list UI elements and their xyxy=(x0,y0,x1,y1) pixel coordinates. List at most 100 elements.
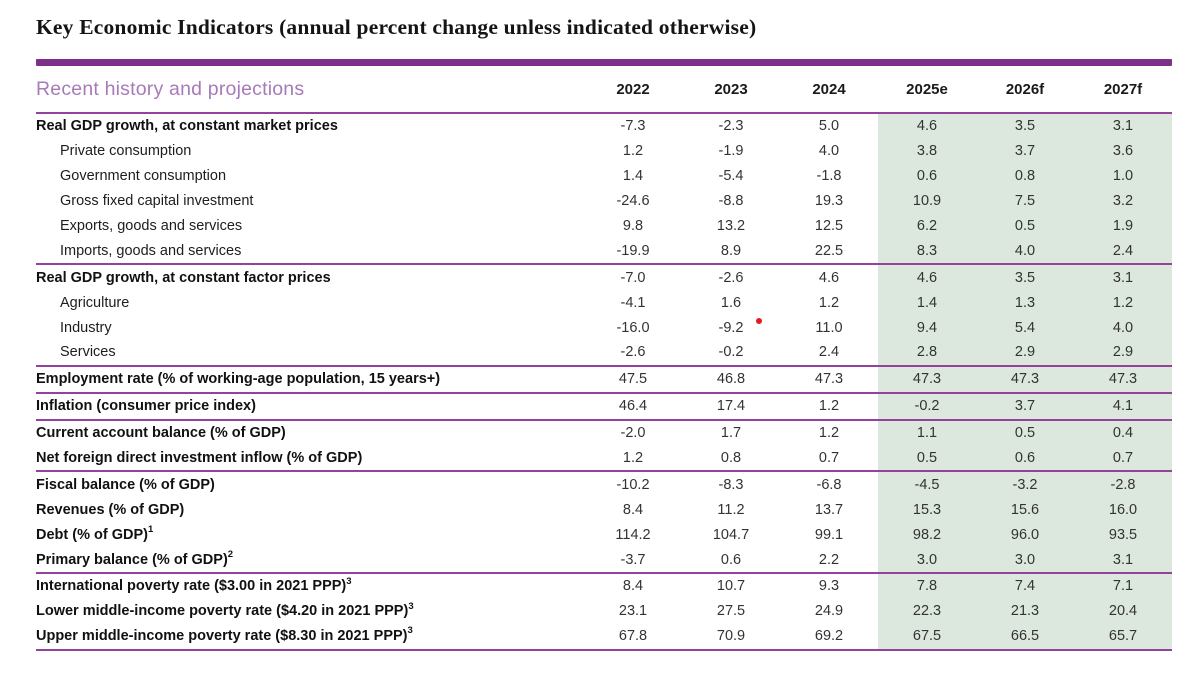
row-value: -19.9 xyxy=(584,238,682,266)
row-value: -8.8 xyxy=(718,193,744,210)
row-label-text: Lower middle-income poverty rate ($4.20 … xyxy=(36,603,409,620)
row-value: 47.3 xyxy=(976,365,1074,394)
row-value: 8.3 xyxy=(878,238,976,266)
row-value: 70.9 xyxy=(682,623,780,651)
row-value: -4.5 xyxy=(878,471,976,498)
row-value: 22.5 xyxy=(780,238,878,266)
indicators-table: Recent history and projections 2022 2023… xyxy=(36,66,1172,651)
row-label-text: Revenues (% of GDP) xyxy=(36,501,185,518)
row-value: 4.0 xyxy=(818,143,840,160)
row-value: 0.7 xyxy=(1074,445,1172,473)
row-value: 9.8 xyxy=(622,218,644,234)
row-value: 15.6 xyxy=(976,497,1074,523)
row-value: 3.2 xyxy=(1074,188,1172,214)
row-value: 46.4 xyxy=(584,392,682,421)
row-value: -3.7 xyxy=(584,547,682,575)
row-value: -10.2 xyxy=(616,476,650,493)
row-value: 93.5 xyxy=(1074,522,1172,548)
row-value: 2.8 xyxy=(878,340,976,367)
row-value: 27.5 xyxy=(716,603,746,620)
row-value: 21.3 xyxy=(976,598,1074,624)
row-value: 1.7 xyxy=(720,425,742,442)
row-value: 19.3 xyxy=(814,193,844,210)
row-label: Fiscal balance (% of GDP) xyxy=(36,471,584,497)
table-row: Net foreign direct investment inflow (% … xyxy=(36,445,1172,473)
row-label-text: Debt (% of GDP) xyxy=(36,526,148,543)
row-value: 0.7 xyxy=(780,445,878,473)
row-value: 4.6 xyxy=(878,113,976,139)
row-value: -7.0 xyxy=(620,269,646,286)
row-label-text: Imports, goods and services xyxy=(60,242,242,259)
table-row: Real GDP growth, at constant factor pric… xyxy=(36,264,1172,291)
row-label-text: International poverty rate ($3.00 in 202… xyxy=(36,578,347,595)
row-label: Government consumption xyxy=(36,164,584,189)
row-label-text: Inflation (consumer price index) xyxy=(36,398,256,415)
row-label: Primary balance (% of GDP)2 xyxy=(36,547,584,575)
column-header-2023: 2023 xyxy=(682,66,780,114)
row-value: 99.1 xyxy=(814,526,844,543)
row-value: 2.9 xyxy=(976,340,1074,367)
table-row: Agriculture -4.1 1.6 1.2 1.4 1.3 1.2 xyxy=(36,290,1172,316)
row-label: Gross fixed capital investment xyxy=(36,189,584,214)
table-row: Employment rate (% of working-age popula… xyxy=(36,365,1172,394)
row-value: 2.4 xyxy=(780,340,878,367)
table-row: Real GDP growth, at constant market pric… xyxy=(36,113,1172,139)
row-value: 7.1 xyxy=(1074,573,1172,599)
table-row: International poverty rate ($3.00 in 202… xyxy=(36,573,1172,599)
row-value: 1.9 xyxy=(1074,213,1172,239)
row-value: 13.7 xyxy=(814,501,844,518)
row-value: 4.6 xyxy=(818,269,840,286)
row-value: 47.3 xyxy=(1074,365,1172,394)
row-label-text: Gross fixed capital investment xyxy=(60,193,254,210)
row-value: 11.2 xyxy=(717,501,745,518)
row-label: Employment rate (% of working-age popula… xyxy=(36,365,584,394)
row-value: 1.4 xyxy=(622,168,644,185)
row-value: 0.8 xyxy=(976,163,1074,189)
row-value: 22.3 xyxy=(878,598,976,624)
row-label-text: Fiscal balance (% of GDP) xyxy=(36,476,215,493)
row-value: 4.0 xyxy=(1074,315,1172,341)
row-value: 1.0 xyxy=(1074,163,1172,189)
row-value: 4.0 xyxy=(976,238,1074,266)
row-value: 6.2 xyxy=(878,213,976,239)
row-label: International poverty rate ($3.00 in 202… xyxy=(36,573,584,599)
row-value: 1.3 xyxy=(976,290,1074,316)
row-value: 3.7 xyxy=(976,392,1074,421)
table-header-row: Recent history and projections 2022 2023… xyxy=(36,66,1172,114)
row-value: -7.3 xyxy=(620,118,646,135)
row-value: 0.6 xyxy=(682,547,780,575)
row-label: Private consumption xyxy=(36,139,584,164)
table-row: Upper middle-income poverty rate ($8.30 … xyxy=(36,623,1172,651)
row-value: -2.6 xyxy=(718,269,744,286)
row-value: 7.8 xyxy=(878,573,976,599)
row-label-text: Services xyxy=(60,344,116,361)
row-value: -3.2 xyxy=(976,471,1074,498)
row-value: -16.0 xyxy=(616,319,650,336)
row-label-text: Net foreign direct investment inflow (% … xyxy=(36,450,363,467)
row-value: 5.4 xyxy=(976,315,1074,341)
row-label: Net foreign direct investment inflow (% … xyxy=(36,445,584,473)
row-value: -2.0 xyxy=(620,425,646,442)
row-label: Revenues (% of GDP) xyxy=(36,497,584,522)
row-value: 0.5 xyxy=(976,213,1074,239)
row-label-text: Private consumption xyxy=(60,143,192,160)
table-row: Exports, goods and services 9.8 13.2 12.… xyxy=(36,213,1172,239)
row-value: 24.9 xyxy=(814,603,844,620)
title-rule xyxy=(36,59,1172,66)
column-header-2024: 2024 xyxy=(780,66,878,114)
row-value: 0.6 xyxy=(878,163,976,189)
row-value: 47.3 xyxy=(878,365,976,394)
row-label-text: Real GDP growth, at constant market pric… xyxy=(36,118,338,135)
table-row: Primary balance (% of GDP)2 -3.7 0.6 2.2… xyxy=(36,547,1172,575)
row-value: 3.8 xyxy=(878,138,976,164)
row-label: Exports, goods and services xyxy=(36,214,584,239)
row-value: 3.1 xyxy=(1074,113,1172,139)
row-label: Services xyxy=(36,340,584,367)
row-value: 9.4 xyxy=(878,315,976,341)
row-value: -2.6 xyxy=(584,340,682,367)
row-value: 0.5 xyxy=(976,419,1074,446)
row-label-text: Upper middle-income poverty rate ($8.30 … xyxy=(36,628,408,645)
row-label-text: Real GDP growth, at constant factor pric… xyxy=(36,269,331,286)
row-value: 3.5 xyxy=(976,264,1074,291)
